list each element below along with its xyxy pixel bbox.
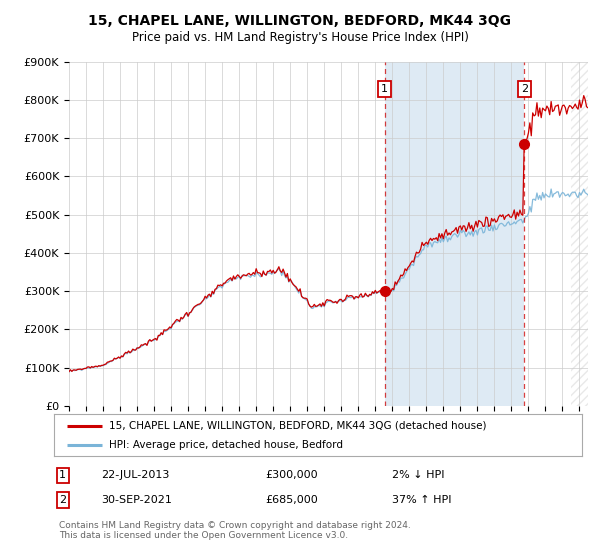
Text: 37% ↑ HPI: 37% ↑ HPI	[392, 495, 451, 505]
Text: £685,000: £685,000	[265, 495, 318, 505]
Text: 22-JUL-2013: 22-JUL-2013	[101, 470, 170, 480]
Text: Price paid vs. HM Land Registry's House Price Index (HPI): Price paid vs. HM Land Registry's House …	[131, 31, 469, 44]
Text: 1: 1	[59, 470, 66, 480]
Text: Contains HM Land Registry data © Crown copyright and database right 2024.
This d: Contains HM Land Registry data © Crown c…	[59, 521, 411, 540]
Bar	[571, 62, 596, 406]
Text: 15, CHAPEL LANE, WILLINGTON, BEDFORD, MK44 3QG (detached house): 15, CHAPEL LANE, WILLINGTON, BEDFORD, MK…	[109, 421, 487, 431]
Bar	[571, 62, 596, 406]
Text: 2: 2	[521, 84, 528, 94]
Text: 2% ↓ HPI: 2% ↓ HPI	[392, 470, 445, 480]
Text: 30-SEP-2021: 30-SEP-2021	[101, 495, 172, 505]
Text: 15, CHAPEL LANE, WILLINGTON, BEDFORD, MK44 3QG: 15, CHAPEL LANE, WILLINGTON, BEDFORD, MK…	[89, 14, 511, 28]
Text: 1: 1	[381, 84, 388, 94]
Text: £300,000: £300,000	[265, 470, 318, 480]
Text: 2: 2	[59, 495, 67, 505]
Text: HPI: Average price, detached house, Bedford: HPI: Average price, detached house, Bedf…	[109, 440, 343, 450]
Bar	[385, 62, 524, 406]
